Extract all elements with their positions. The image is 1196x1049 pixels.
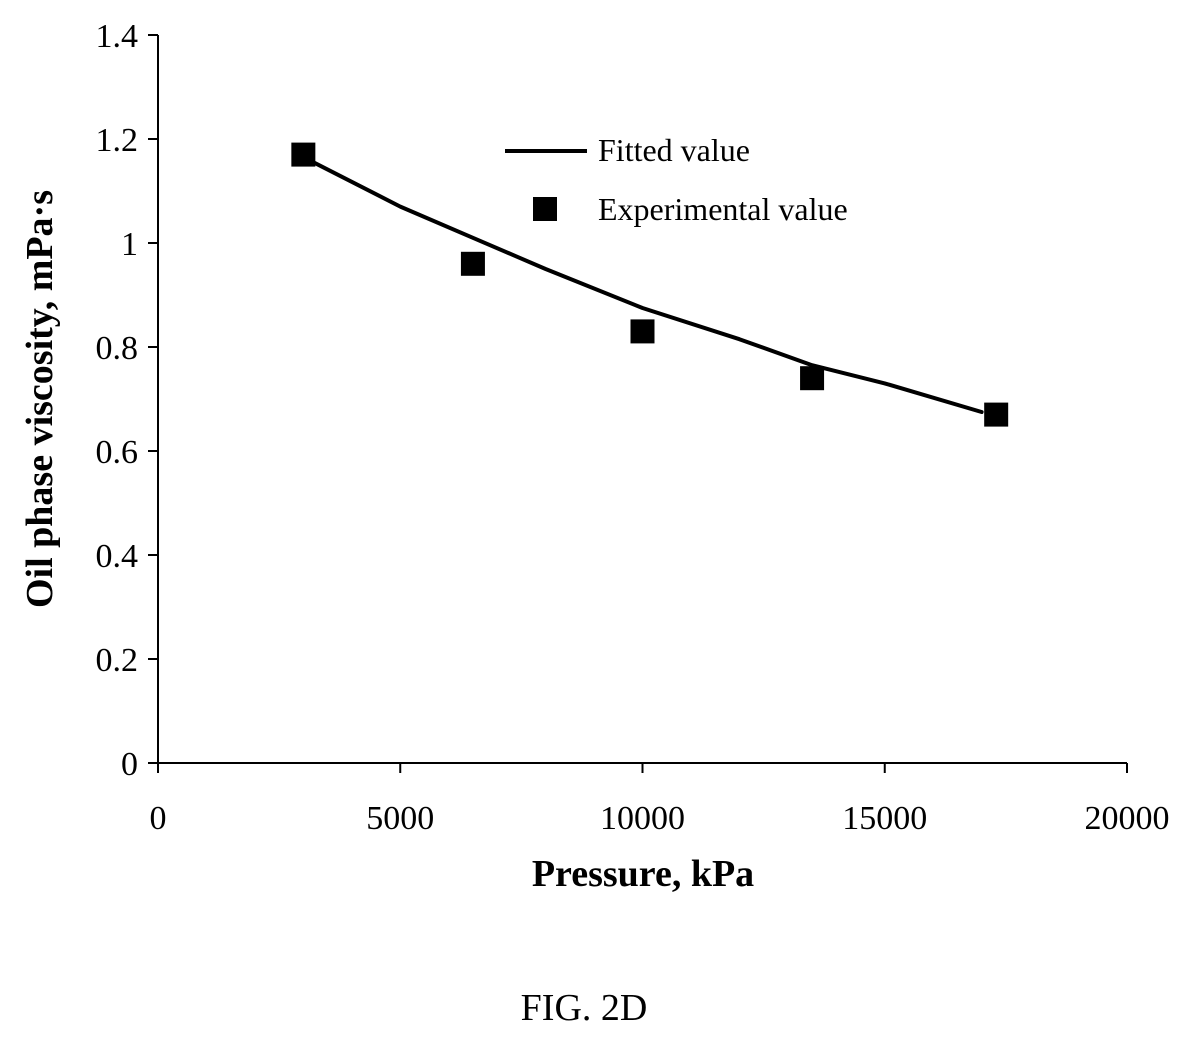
experimental-value-point: [291, 142, 316, 167]
y-tick-label: 0.8: [96, 330, 139, 367]
y-tick-label: 0.6: [96, 434, 139, 471]
legend-square-swatch: [533, 197, 557, 221]
figure-caption: FIG. 2D: [521, 987, 648, 1029]
y-axis: 0 0.2 0.4 0.6 0.8 1 1.2 1.4: [96, 18, 158, 783]
y-tick-label: 0.4: [96, 538, 139, 575]
x-tick-label: 15000: [842, 800, 927, 837]
legend-label-experimental: Experimental value: [598, 191, 848, 227]
y-tick-label: 1.2: [96, 122, 139, 159]
experimental-value-point: [984, 402, 1009, 427]
x-axis-title: Pressure, kPa: [532, 853, 754, 895]
x-tick-label: 5000: [366, 800, 434, 837]
y-tick-label: 0: [121, 746, 138, 783]
experimental-value-point: [630, 319, 655, 344]
y-tick-label: 1.4: [96, 18, 139, 55]
x-axis: 0 5000 10000 15000 20000: [150, 763, 1170, 837]
y-tick-label: 1: [121, 226, 138, 263]
x-tick-label: 20000: [1085, 800, 1170, 837]
legend: Fitted value Experimental value: [505, 132, 848, 227]
experimental-value-point: [460, 251, 485, 276]
x-tick-label: 0: [150, 800, 167, 837]
fitted-value-line: [301, 155, 984, 414]
y-axis-title: Oil phase viscosity, mPa·s: [19, 190, 61, 608]
y-tick-label: 0.2: [96, 642, 139, 679]
legend-label-fitted: Fitted value: [598, 132, 750, 168]
experimental-value-point: [800, 366, 825, 391]
x-tick-label: 10000: [600, 800, 685, 837]
series-area: [291, 142, 1009, 427]
